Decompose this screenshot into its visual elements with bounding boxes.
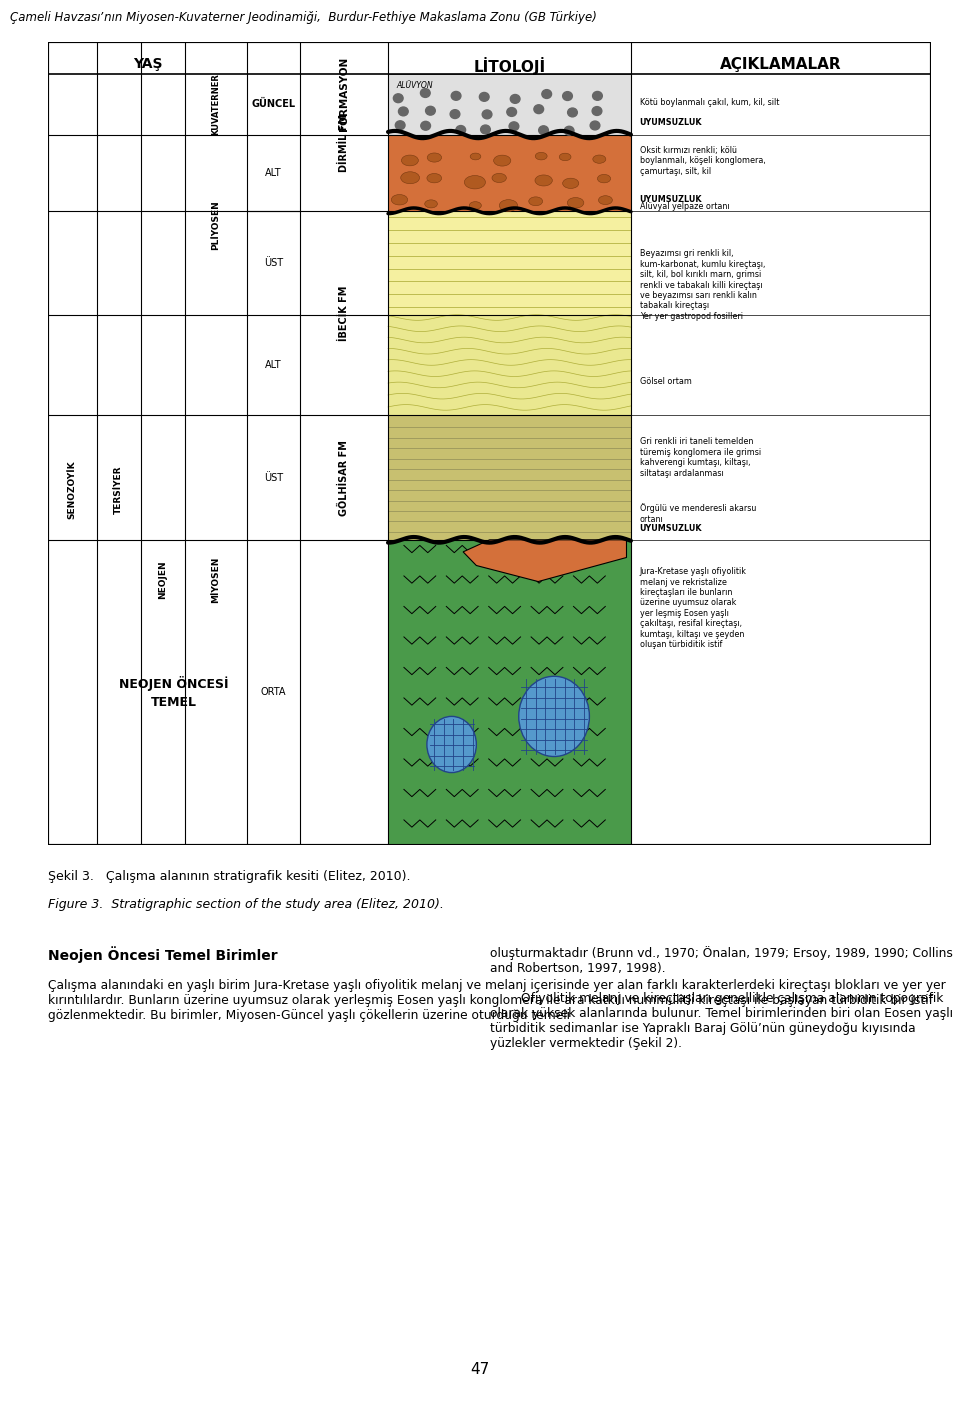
Ellipse shape — [465, 176, 486, 189]
Circle shape — [420, 121, 430, 130]
Text: 47: 47 — [470, 1362, 490, 1377]
Text: Jura-Kretase yaşlı ofiyolitik
melanj ve rekristalize
kireçtaşları ile bunların
ü: Jura-Kretase yaşlı ofiyolitik melanj ve … — [639, 567, 747, 649]
Circle shape — [567, 108, 577, 117]
Ellipse shape — [469, 201, 481, 210]
Circle shape — [534, 104, 543, 114]
Text: AÇIKLAMALAR: AÇIKLAMALAR — [720, 56, 842, 72]
Circle shape — [590, 121, 600, 130]
Circle shape — [420, 89, 430, 97]
Text: GÜNCEL: GÜNCEL — [252, 100, 296, 110]
Ellipse shape — [392, 194, 408, 206]
Text: Neojen Öncesi Temel Birimler: Neojen Öncesi Temel Birimler — [48, 946, 277, 963]
Ellipse shape — [529, 197, 542, 206]
Text: ALÜVYON: ALÜVYON — [396, 80, 434, 90]
Bar — [388, 75, 631, 135]
Text: Çameli Havzasıʼnın Miyosen-Kuvaterner Jeodinamiği,  Burdur-Fethiye Makaslama Zon: Çameli Havzasıʼnın Miyosen-Kuvaterner Je… — [10, 11, 596, 24]
Circle shape — [451, 92, 461, 100]
Ellipse shape — [492, 173, 506, 183]
Circle shape — [396, 121, 405, 130]
Bar — [388, 135, 631, 211]
Text: Gri renkli iri taneli temelden
türemiş konglomera ile grimsi
kahverengi kumtaşı,: Gri renkli iri taneli temelden türemiş k… — [639, 438, 761, 477]
Text: UYUMSUZLUK: UYUMSUZLUK — [639, 118, 703, 127]
Ellipse shape — [567, 197, 584, 208]
Ellipse shape — [400, 172, 420, 183]
Bar — [388, 539, 631, 845]
Ellipse shape — [499, 200, 517, 211]
Text: Örgülü ve menderesli akarsu
ortanı: Örgülü ve menderesli akarsu ortanı — [639, 504, 756, 524]
Bar — [388, 211, 631, 315]
Circle shape — [563, 92, 572, 100]
Circle shape — [511, 94, 520, 103]
Circle shape — [425, 107, 435, 115]
Bar — [388, 315, 631, 415]
Text: Oksit kırmızı renkli; kölü
boylanmalı, köşeli konglomera,
çamurtaşı, silt, kil: Oksit kırmızı renkli; kölü boylanmalı, k… — [639, 145, 765, 176]
Circle shape — [479, 93, 489, 101]
Text: PLİYOSEN: PLİYOSEN — [211, 200, 220, 249]
Circle shape — [398, 107, 408, 115]
Ellipse shape — [563, 179, 579, 189]
Ellipse shape — [535, 175, 552, 186]
Ellipse shape — [593, 155, 606, 163]
Ellipse shape — [518, 676, 589, 756]
Circle shape — [394, 94, 403, 103]
Ellipse shape — [493, 155, 511, 166]
Text: İBECİK FM: İBECİK FM — [339, 286, 348, 341]
Text: ALT: ALT — [265, 168, 281, 177]
Circle shape — [592, 92, 602, 100]
Text: Alüvyal yelpaze ortanı: Alüvyal yelpaze ortanı — [639, 201, 730, 211]
Ellipse shape — [424, 200, 438, 208]
Text: Beyazımsı gri renkli kil,
kum-karbonat, kumlu kireçtaşı,
silt, kil, bol kırıklı : Beyazımsı gri renkli kil, kum-karbonat, … — [639, 249, 765, 321]
Text: GÖLHİSAR FM: GÖLHİSAR FM — [339, 439, 348, 515]
Circle shape — [592, 107, 602, 115]
Circle shape — [507, 107, 516, 117]
Ellipse shape — [427, 173, 442, 183]
Text: Çalışma alanındaki en yaşlı birim Jura-Kretase yaşlı ofiyolitik melanj ve melanj: Çalışma alanındaki en yaşlı birim Jura-K… — [48, 979, 946, 1022]
Text: NEOJEN ÖNCESİ
TEMEL: NEOJEN ÖNCESİ TEMEL — [119, 676, 228, 708]
Circle shape — [482, 110, 492, 118]
Text: TERSİYER: TERSİYER — [114, 466, 123, 514]
Text: MİYOSEN: MİYOSEN — [211, 556, 220, 603]
Ellipse shape — [427, 153, 442, 162]
Circle shape — [456, 125, 466, 134]
Text: LİTOLOJİ: LİTOLOJİ — [473, 56, 545, 75]
Polygon shape — [463, 539, 627, 582]
Text: ÜST: ÜST — [264, 258, 283, 268]
Text: YAŞ: YAŞ — [132, 56, 162, 70]
Circle shape — [541, 90, 552, 99]
Bar — [388, 415, 631, 539]
Circle shape — [481, 125, 491, 134]
Text: UYUMSUZLUK: UYUMSUZLUK — [639, 524, 703, 532]
Circle shape — [509, 122, 518, 131]
Text: ORTA: ORTA — [260, 687, 286, 697]
Text: Şekil 3.   Çalışma alanının stratigrafik kesiti (Elitez, 2010).: Şekil 3. Çalışma alanının stratigrafik k… — [48, 870, 411, 883]
Ellipse shape — [598, 196, 612, 204]
Text: Kötü boylanmalı çakıl, kum, kil, silt: Kötü boylanmalı çakıl, kum, kil, silt — [639, 99, 780, 107]
Ellipse shape — [427, 717, 476, 773]
Text: NEOJEN: NEOJEN — [158, 560, 167, 600]
Circle shape — [539, 125, 548, 135]
Text: ÜST: ÜST — [264, 473, 283, 483]
Text: ALT: ALT — [265, 360, 281, 370]
Text: oluşturmaktadır (Brunn vd., 1970; Önalan, 1979; Ersoy, 1989, 1990; Collins and R: oluşturmaktadır (Brunn vd., 1970; Önalan… — [490, 946, 952, 1050]
Text: Gölsel ortam: Gölsel ortam — [639, 377, 691, 386]
Ellipse shape — [401, 155, 419, 166]
Text: UYUMSUZLUK: UYUMSUZLUK — [639, 194, 703, 204]
Circle shape — [450, 110, 460, 118]
Ellipse shape — [470, 153, 481, 161]
Ellipse shape — [597, 175, 611, 183]
Text: FORMASYON: FORMASYON — [339, 56, 348, 131]
Text: SENOZOYİK: SENOZOYİK — [68, 460, 77, 520]
Ellipse shape — [536, 152, 547, 161]
Text: Figure 3.  Stratigraphic section of the study area (Elitez, 2010).: Figure 3. Stratigraphic section of the s… — [48, 898, 444, 911]
Ellipse shape — [560, 153, 571, 161]
Circle shape — [564, 127, 574, 135]
Text: KUVATERNER: KUVATERNER — [211, 73, 220, 135]
Text: DİRMİL FM: DİRMİL FM — [339, 114, 348, 172]
